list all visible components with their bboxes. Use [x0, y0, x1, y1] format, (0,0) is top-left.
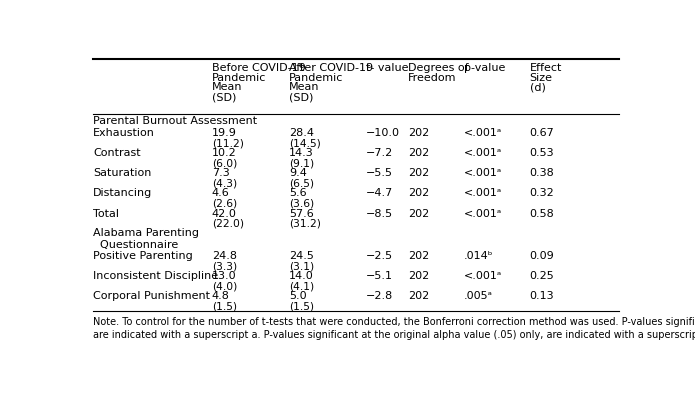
- Text: (4.0): (4.0): [212, 281, 237, 291]
- Text: (6.0): (6.0): [212, 158, 237, 168]
- Text: 24.5: 24.5: [289, 251, 313, 261]
- Text: 202: 202: [408, 291, 429, 301]
- Text: Parental Burnout Assessment: Parental Burnout Assessment: [93, 116, 257, 126]
- Text: (1.5): (1.5): [212, 301, 237, 311]
- Text: (3.6): (3.6): [289, 198, 314, 208]
- Text: 10.2: 10.2: [212, 148, 236, 158]
- Text: Alabama Parenting: Alabama Parenting: [93, 229, 199, 238]
- Text: 28.4: 28.4: [289, 128, 314, 138]
- Text: 202: 202: [408, 168, 429, 179]
- Text: After COVID-19: After COVID-19: [289, 63, 373, 73]
- Text: −8.5: −8.5: [366, 208, 393, 219]
- Text: (d): (d): [530, 82, 546, 93]
- Text: (SD): (SD): [289, 92, 313, 102]
- Text: 4.8: 4.8: [212, 291, 230, 301]
- Text: 0.09: 0.09: [530, 251, 555, 261]
- Text: 5.0: 5.0: [289, 291, 306, 301]
- Text: −2.8: −2.8: [366, 291, 393, 301]
- Text: (4.3): (4.3): [212, 179, 237, 189]
- Text: 5.6: 5.6: [289, 188, 306, 198]
- Text: 0.13: 0.13: [530, 291, 554, 301]
- Text: (3.3): (3.3): [212, 261, 237, 271]
- Text: Inconsistent Discipline: Inconsistent Discipline: [93, 271, 218, 281]
- Text: 9.4: 9.4: [289, 168, 306, 179]
- Text: (31.2): (31.2): [289, 219, 320, 229]
- Text: Questionnaire: Questionnaire: [93, 240, 179, 250]
- Text: Distancing: Distancing: [93, 188, 153, 198]
- Text: Degrees of: Degrees of: [408, 63, 468, 73]
- Text: 57.6: 57.6: [289, 208, 313, 219]
- Text: (22.0): (22.0): [212, 219, 244, 229]
- Text: Mean: Mean: [289, 82, 320, 93]
- Text: 202: 202: [408, 271, 429, 281]
- Text: 14.0: 14.0: [289, 271, 313, 281]
- Text: (3.1): (3.1): [289, 261, 314, 271]
- Text: t- value: t- value: [366, 63, 409, 73]
- Text: Saturation: Saturation: [93, 168, 152, 179]
- Text: <.001ᵃ: <.001ᵃ: [464, 188, 502, 198]
- Text: 202: 202: [408, 251, 429, 261]
- Text: 42.0: 42.0: [212, 208, 237, 219]
- Text: −5.5: −5.5: [366, 168, 393, 179]
- Text: .014ᵇ: .014ᵇ: [464, 251, 493, 261]
- Text: <.001ᵃ: <.001ᵃ: [464, 168, 502, 179]
- Text: <.001ᵃ: <.001ᵃ: [464, 128, 502, 138]
- Text: <.001ᵃ: <.001ᵃ: [464, 208, 502, 219]
- Text: 0.38: 0.38: [530, 168, 555, 179]
- Text: Pandemic: Pandemic: [289, 73, 343, 83]
- Text: 7.3: 7.3: [212, 168, 229, 179]
- Text: are indicated with a superscript a. P-values significant at the original alpha v: are indicated with a superscript a. P-va…: [93, 330, 695, 340]
- Text: (9.1): (9.1): [289, 158, 314, 168]
- Text: Freedom: Freedom: [408, 73, 457, 83]
- Text: Pandemic: Pandemic: [212, 73, 266, 83]
- Text: −4.7: −4.7: [366, 188, 393, 198]
- Text: Total: Total: [93, 208, 120, 219]
- Text: 0.32: 0.32: [530, 188, 555, 198]
- Text: 202: 202: [408, 148, 429, 158]
- Text: 0.25: 0.25: [530, 271, 555, 281]
- Text: 14.3: 14.3: [289, 148, 313, 158]
- Text: Before COVID-19: Before COVID-19: [212, 63, 306, 73]
- Text: 4.6: 4.6: [212, 188, 229, 198]
- Text: Contrast: Contrast: [93, 148, 141, 158]
- Text: Positive Parenting: Positive Parenting: [93, 251, 193, 261]
- Text: 13.0: 13.0: [212, 271, 236, 281]
- Text: −10.0: −10.0: [366, 128, 400, 138]
- Text: Exhaustion: Exhaustion: [93, 128, 155, 138]
- Text: Note. To control for the number of t-tests that were conducted, the Bonferroni c: Note. To control for the number of t-tes…: [93, 317, 695, 327]
- Text: 0.58: 0.58: [530, 208, 555, 219]
- Text: −7.2: −7.2: [366, 148, 393, 158]
- Text: (11.2): (11.2): [212, 138, 244, 148]
- Text: 19.9: 19.9: [212, 128, 237, 138]
- Text: −2.5: −2.5: [366, 251, 393, 261]
- Text: (1.5): (1.5): [289, 301, 314, 311]
- Text: −5.1: −5.1: [366, 271, 393, 281]
- Text: Effect: Effect: [530, 63, 562, 73]
- Text: Size: Size: [530, 73, 553, 83]
- Text: 202: 202: [408, 208, 429, 219]
- Text: (6.5): (6.5): [289, 179, 314, 189]
- Text: (14.5): (14.5): [289, 138, 320, 148]
- Text: .005ᵃ: .005ᵃ: [464, 291, 493, 301]
- Text: 0.53: 0.53: [530, 148, 554, 158]
- Text: Corporal Punishment: Corporal Punishment: [93, 291, 211, 301]
- Text: <.001ᵃ: <.001ᵃ: [464, 271, 502, 281]
- Text: p-value: p-value: [464, 63, 505, 73]
- Text: (4.1): (4.1): [289, 281, 314, 291]
- Text: 202: 202: [408, 128, 429, 138]
- Text: <.001ᵃ: <.001ᵃ: [464, 148, 502, 158]
- Text: 202: 202: [408, 188, 429, 198]
- Text: (2.6): (2.6): [212, 198, 237, 208]
- Text: 24.8: 24.8: [212, 251, 237, 261]
- Text: Mean: Mean: [212, 82, 243, 93]
- Text: (SD): (SD): [212, 92, 236, 102]
- Text: 0.67: 0.67: [530, 128, 555, 138]
